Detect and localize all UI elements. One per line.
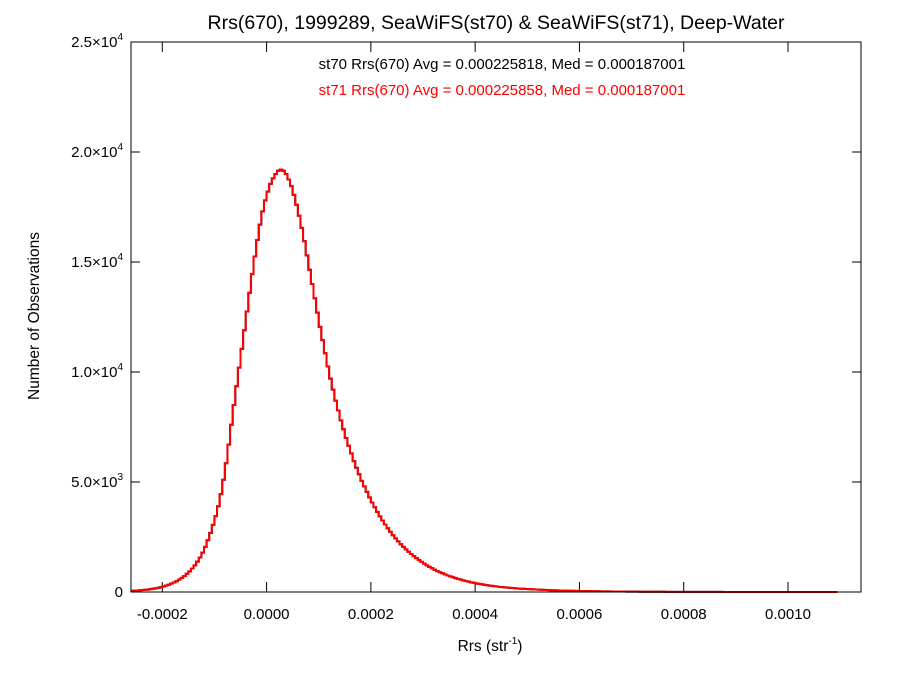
- annotation-st71: st71 Rrs(670) Avg = 0.000225858, Med = 0…: [319, 82, 686, 99]
- chart-title: Rrs(670), 1999289, SeaWiFS(st70) & SeaWi…: [208, 12, 785, 34]
- x-tick-label: 0.0002: [348, 606, 394, 623]
- y-tick-label: 0: [115, 584, 123, 601]
- plot-frame: [130, 41, 862, 593]
- y-tick-label: 1.0×104: [71, 362, 123, 381]
- x-tick-label: 0.0008: [661, 606, 707, 623]
- series-st71-step-line: [131, 168, 838, 593]
- x-axis-label-close: ): [517, 638, 522, 655]
- x-tick-label: 0.0010: [765, 606, 811, 623]
- annotation-st70: st70 Rrs(670) Avg = 0.000225818, Med = 0…: [319, 56, 686, 73]
- y-tick-label: 2.0×104: [71, 142, 123, 161]
- y-axis-ticks: 0 5.0×103 1.0×104 1.5×104 2.0×104 2.5×104: [71, 32, 861, 601]
- y-tick-label: 5.0×103: [71, 472, 123, 491]
- x-axis-label-exponent: -1: [508, 636, 517, 647]
- x-tick-label: -0.0002: [137, 606, 188, 623]
- y-tick-label: 2.5×104: [71, 32, 123, 51]
- y-tick-label: 1.5×104: [71, 252, 123, 271]
- x-tick-label: 0.0006: [556, 606, 602, 623]
- x-axis-ticks: -0.0002 0.0000 0.0002 0.0004 0.0006 0.0008 0.0…: [137, 42, 811, 623]
- x-axis-label-base: Rrs (str: [458, 638, 509, 655]
- x-tick-label: 0.0000: [244, 606, 290, 623]
- y-axis-label: Number of Observations: [26, 232, 43, 400]
- x-axis-label: Rrs (str-1): [458, 636, 523, 655]
- x-tick-label: 0.0004: [452, 606, 498, 623]
